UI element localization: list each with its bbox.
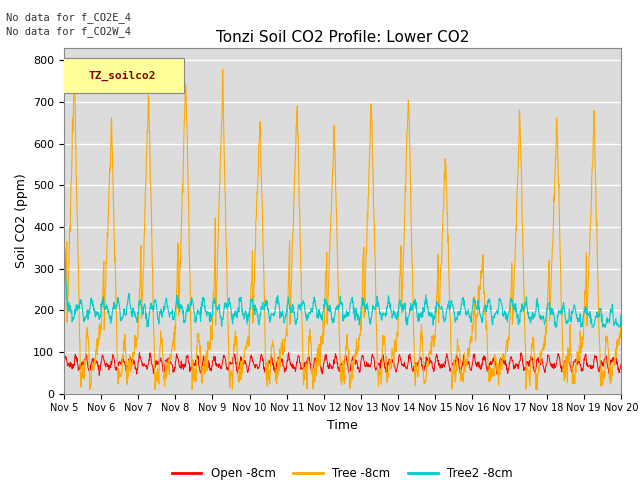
Tree2 -8cm [171,310,179,316]
Tree -8cm [86,386,94,392]
Tree -8cm [171,348,179,353]
Tree -8cm [552,154,559,160]
Text: No data for f_CO2W_4: No data for f_CO2W_4 [6,26,131,37]
Line: Tree -8cm: Tree -8cm [64,69,621,389]
Tree -8cm [219,66,227,72]
X-axis label: Time: Time [327,419,358,432]
Tree2 -8cm [429,322,437,328]
Line: Open -8cm: Open -8cm [64,353,621,377]
Tree2 -8cm [246,297,254,302]
Open -8cm [429,369,437,374]
Tree -8cm [617,320,625,326]
Tree2 -8cm [502,316,509,322]
Tree -8cm [60,330,68,336]
Open -8cm [502,361,510,367]
Tree2 -8cm [184,301,192,307]
Open -8cm [172,365,179,371]
FancyBboxPatch shape [61,59,184,93]
Tree2 -8cm [60,239,68,244]
Open -8cm [124,374,131,380]
Tree -8cm [184,188,192,194]
Open -8cm [136,350,143,356]
Open -8cm [552,364,559,370]
Tree2 -8cm [143,324,151,330]
Tree -8cm [429,332,437,337]
Text: No data for f_CO2E_4: No data for f_CO2E_4 [6,12,131,23]
Open -8cm [60,360,68,366]
Tree2 -8cm [551,319,559,324]
Title: Tonzi Soil CO2 Profile: Lower CO2: Tonzi Soil CO2 Profile: Lower CO2 [216,30,469,46]
Line: Tree2 -8cm: Tree2 -8cm [64,241,621,327]
Tree -8cm [502,343,510,349]
Open -8cm [617,361,625,367]
Tree2 -8cm [617,312,625,318]
Text: TZ_soilco2: TZ_soilco2 [89,71,156,81]
Legend: Open -8cm, Tree -8cm, Tree2 -8cm: Open -8cm, Tree -8cm, Tree2 -8cm [167,462,518,480]
Tree -8cm [247,287,255,292]
Y-axis label: Soil CO2 (ppm): Soil CO2 (ppm) [15,173,28,268]
Open -8cm [247,354,255,360]
Open -8cm [185,359,193,364]
